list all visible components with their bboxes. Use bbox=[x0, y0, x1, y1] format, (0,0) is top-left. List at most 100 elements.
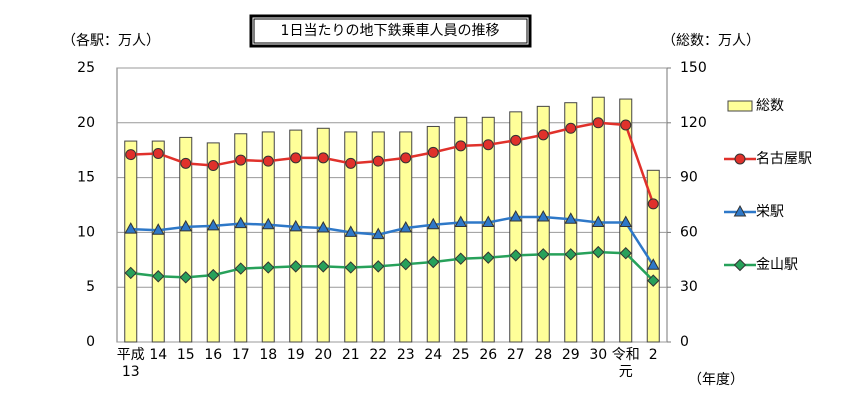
point bbox=[152, 147, 164, 159]
line bbox=[130, 215, 655, 266]
bar bbox=[344, 131, 358, 343]
point bbox=[371, 227, 385, 240]
x-tick-label: 19 bbox=[287, 347, 305, 363]
y2-tick-label: 150 bbox=[680, 60, 707, 76]
point bbox=[151, 223, 165, 235]
x-tick-label: 28 bbox=[534, 347, 552, 363]
point bbox=[316, 220, 330, 233]
legend-label: 名古屋駅 bbox=[756, 151, 812, 167]
point bbox=[536, 210, 550, 222]
x-tick-label: 27 bbox=[507, 347, 525, 363]
x-tick-label: 26 bbox=[479, 347, 497, 363]
point bbox=[509, 249, 522, 262]
bar bbox=[646, 169, 660, 343]
x-tick-label: 2 bbox=[649, 347, 658, 363]
x-tick-label: 令和元 bbox=[612, 347, 640, 380]
bar bbox=[509, 111, 523, 343]
y2-tick-label: 30 bbox=[680, 279, 698, 295]
point bbox=[372, 155, 384, 167]
point bbox=[124, 222, 138, 234]
bar bbox=[124, 140, 138, 343]
point bbox=[426, 217, 440, 230]
legend-marker bbox=[733, 204, 747, 217]
point bbox=[234, 216, 248, 229]
x-tick-label: 24 bbox=[424, 347, 442, 363]
x-tick-label: 16 bbox=[204, 347, 222, 363]
point bbox=[345, 157, 357, 169]
plot-area bbox=[116, 67, 668, 343]
point bbox=[481, 215, 495, 228]
y2-axis-label: （総数：万人） bbox=[662, 33, 760, 49]
x-tick-label: 29 bbox=[562, 347, 580, 363]
point bbox=[317, 152, 329, 164]
y-tick-label: 20 bbox=[77, 115, 95, 131]
point bbox=[235, 154, 247, 166]
y-axis-label: （各駅：万人） bbox=[62, 33, 160, 49]
legend-label: 総数 bbox=[756, 98, 784, 114]
x-tick-label: 30 bbox=[589, 347, 607, 363]
x-tick-label: 18 bbox=[259, 347, 277, 363]
y-tick-label: 10 bbox=[77, 224, 95, 240]
x-tick-label: 17 bbox=[232, 347, 250, 363]
legend-label: 栄駅 bbox=[756, 204, 784, 220]
point bbox=[234, 262, 247, 275]
x-tick-label: 15 bbox=[177, 347, 195, 363]
point bbox=[399, 220, 413, 233]
bar bbox=[536, 105, 550, 343]
point bbox=[565, 122, 577, 134]
point bbox=[400, 152, 412, 164]
point bbox=[262, 155, 274, 167]
x-tick-label: 平成 13 bbox=[117, 347, 145, 380]
point bbox=[344, 225, 358, 237]
point bbox=[564, 248, 577, 261]
y-tick-label: 5 bbox=[86, 279, 95, 295]
point bbox=[591, 215, 605, 228]
point bbox=[509, 210, 523, 222]
x-tick-label: 14 bbox=[149, 347, 167, 363]
point bbox=[564, 212, 578, 224]
point bbox=[317, 260, 330, 273]
chart-title: 1日当たりの地下鉄乗車人員の推移 bbox=[281, 22, 500, 39]
x-tick-label: 20 bbox=[314, 347, 332, 363]
bar bbox=[399, 131, 413, 343]
title-box bbox=[249, 14, 532, 48]
point bbox=[344, 261, 357, 274]
x-tick-label: 25 bbox=[452, 347, 470, 363]
point bbox=[510, 134, 522, 146]
y-tick-label: 25 bbox=[77, 60, 95, 76]
bar bbox=[454, 116, 468, 343]
point bbox=[647, 198, 659, 210]
point bbox=[207, 160, 219, 172]
point bbox=[179, 219, 193, 232]
point bbox=[180, 157, 192, 169]
point bbox=[537, 248, 550, 261]
point bbox=[261, 217, 275, 230]
point bbox=[372, 260, 385, 273]
legend-marker bbox=[734, 153, 746, 165]
point bbox=[289, 260, 302, 273]
point bbox=[125, 149, 137, 161]
y2-tick-label: 90 bbox=[680, 170, 698, 186]
point bbox=[482, 251, 495, 264]
point bbox=[262, 261, 275, 274]
point bbox=[290, 152, 302, 164]
bar bbox=[289, 129, 303, 343]
x-tick-label: 22 bbox=[369, 347, 387, 363]
point bbox=[427, 146, 439, 158]
bar bbox=[151, 140, 165, 343]
legend-swatch bbox=[727, 100, 753, 112]
point bbox=[619, 215, 633, 228]
point bbox=[592, 117, 604, 129]
y-tick-label: 15 bbox=[77, 170, 95, 186]
point bbox=[207, 268, 220, 282]
y2-tick-label: 120 bbox=[680, 115, 707, 131]
point bbox=[289, 219, 303, 232]
y2-tick-label: 60 bbox=[680, 224, 698, 240]
point bbox=[427, 255, 440, 269]
point bbox=[455, 140, 467, 152]
bar bbox=[179, 136, 193, 343]
legend-marker bbox=[733, 258, 747, 272]
point bbox=[592, 245, 605, 259]
point bbox=[454, 252, 467, 265]
